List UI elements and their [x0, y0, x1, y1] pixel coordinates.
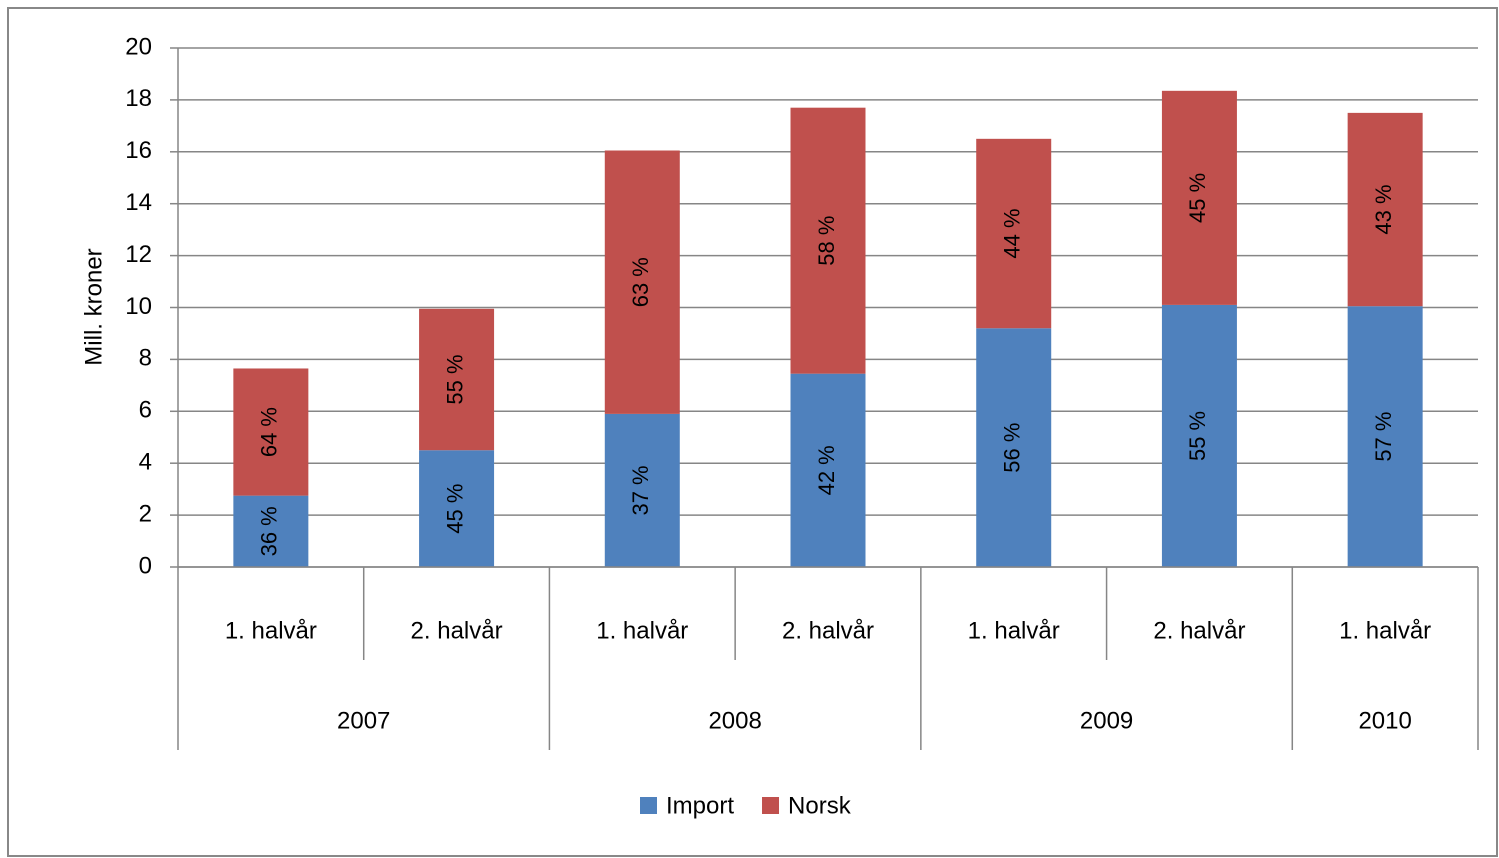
legend-label: Import: [666, 792, 734, 819]
segment-label: 57 %: [1371, 412, 1396, 462]
bar-segment: [419, 450, 495, 567]
x-tick-label: 1. halvår: [1339, 617, 1431, 644]
group-label: 2009: [1080, 707, 1133, 734]
segment-label: 43 %: [1371, 184, 1396, 234]
segment-label: 37 %: [628, 465, 653, 515]
y-tick-label: 4: [139, 449, 152, 476]
y-tick-label: 16: [125, 137, 152, 164]
bar-segment: [604, 413, 680, 567]
group-label: 2008: [708, 707, 761, 734]
segment-label: 45 %: [442, 484, 467, 534]
y-tick-label: 10: [125, 293, 152, 320]
bar-segment: [1347, 112, 1423, 307]
x-tick-label: 2. halvår: [782, 617, 874, 644]
legend-swatch: [762, 797, 780, 814]
bar-segment: [976, 328, 1052, 567]
x-tick-label: 1. halvår: [968, 617, 1060, 644]
segment-label: 64 %: [257, 407, 282, 457]
y-tick-label: 18: [125, 85, 152, 112]
segment-label: 55 %: [1185, 411, 1210, 461]
x-tick-label: 2. halvår: [1153, 617, 1245, 644]
group-label: 2007: [337, 707, 390, 734]
segment-label: 55 %: [442, 354, 467, 404]
y-tick-label: 12: [125, 241, 152, 268]
x-tick-label: 2. halvår: [411, 617, 503, 644]
bar-segment: [790, 373, 866, 567]
legend-swatch: [640, 797, 657, 814]
bar-segment: [976, 138, 1052, 329]
segment-label: 63 %: [628, 257, 653, 307]
x-tick-label: 1. halvår: [225, 617, 317, 644]
segment-label: 42 %: [814, 445, 839, 495]
bar-segment: [233, 368, 309, 496]
bar-segment: [790, 107, 866, 374]
segment-label: 45 %: [1185, 173, 1210, 223]
segment-label: 58 %: [814, 216, 839, 266]
bar-segment: [604, 150, 680, 414]
y-tick-label: 8: [139, 345, 152, 372]
bar-segment: [1161, 90, 1237, 305]
bar-segment: [1347, 306, 1423, 567]
y-tick-label: 2: [139, 500, 152, 527]
segment-label: 44 %: [1000, 208, 1025, 258]
y-tick-label: 14: [125, 189, 152, 216]
bar-segment: [233, 495, 309, 567]
y-tick-label: 0: [139, 552, 152, 579]
group-label: 2010: [1358, 707, 1411, 734]
segment-label: 36 %: [257, 506, 282, 556]
x-tick-label: 1. halvår: [596, 617, 688, 644]
y-tick-label: 6: [139, 397, 152, 424]
y-axis-title: Mill. kroner: [80, 248, 107, 365]
bar-segment: [1161, 304, 1237, 567]
segment-label: 56 %: [1000, 423, 1025, 473]
bar-segment: [419, 308, 495, 451]
legend-label: Norsk: [788, 792, 852, 819]
y-tick-label: 20: [125, 33, 152, 60]
